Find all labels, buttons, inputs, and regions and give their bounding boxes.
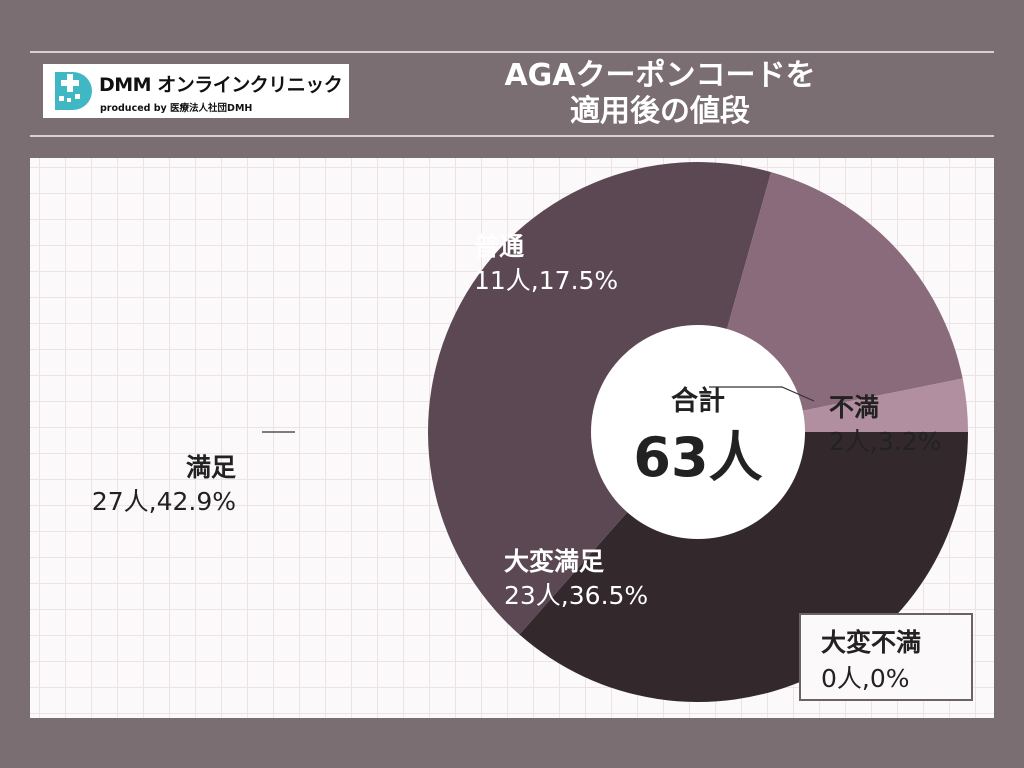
chart-panel: 合計 63人大変満足 23人,36.5% 満足 27人,42.9% 普通 11人,17.5%… — [30, 158, 994, 718]
slice-label-value-0: 23人,36.5% — [504, 581, 648, 610]
note-category-name: 大変不満 — [821, 628, 922, 657]
page-title: AGAクーポンコードを 適用後の値段 — [420, 58, 900, 130]
total-value: 63人 — [633, 426, 762, 489]
page-title-line-2: 適用後の値段 — [570, 94, 750, 129]
slice-label-name-0: 大変満足 — [504, 547, 604, 576]
slice-label-name-2: 普通 — [474, 232, 524, 261]
logo-produced-by: produced by 医療法人社団DMH — [100, 103, 253, 114]
logo: DMM オンラインクリニック produced by 医療法人社団DMH — [43, 64, 349, 118]
clinic-logo-icon — [55, 72, 92, 110]
header-top-rule — [30, 51, 994, 53]
page-title-line-1: AGAクーポンコードを — [504, 58, 816, 93]
total-label: 合計 — [671, 385, 725, 417]
slice-label-name-1: 満足 — [186, 453, 236, 482]
logo-brand-name: DMM オンラインクリニック — [99, 74, 343, 96]
note-category-value: 0人,0% — [821, 664, 910, 693]
header-bottom-rule — [30, 135, 994, 137]
slice-label-value-1: 27人,42.9% — [92, 487, 236, 516]
donut-center-hole — [591, 325, 805, 539]
slice-label-name-3: 不満 — [829, 393, 879, 422]
leader-line-3 — [709, 386, 815, 402]
slice-label-value-3: 2人,3.2% — [829, 427, 941, 456]
slice-label-value-2: 11人,17.5% — [474, 266, 618, 295]
zero-category-note: 大変不満 0人,0% — [799, 613, 973, 701]
